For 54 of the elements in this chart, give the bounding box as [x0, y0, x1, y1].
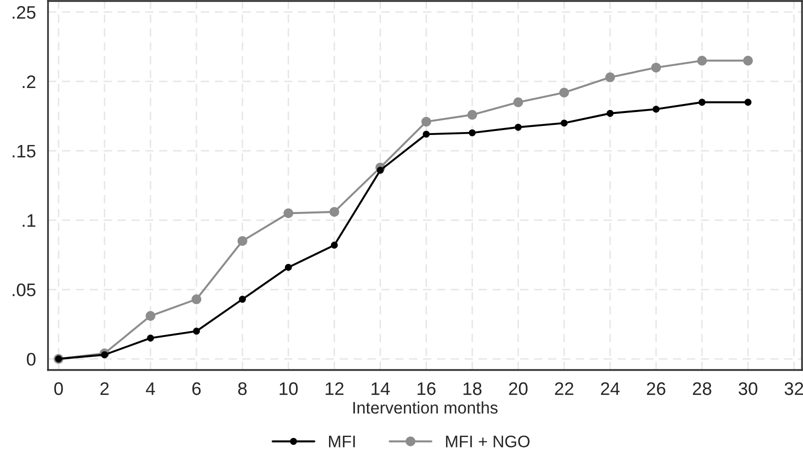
point — [605, 72, 615, 82]
x-tick-label: 18 — [464, 382, 482, 396]
x-tick-label: 28 — [692, 382, 712, 396]
point — [422, 130, 430, 138]
point — [560, 120, 568, 127]
point — [330, 242, 338, 249]
point — [743, 56, 753, 66]
point — [697, 56, 707, 66]
x-tick-label: 14 — [372, 382, 390, 395]
point — [147, 334, 154, 342]
point — [101, 351, 108, 358]
x-tick-label: 8 — [238, 382, 247, 396]
point — [744, 98, 752, 106]
point — [651, 62, 661, 72]
y-tick-label: .2 — [22, 75, 36, 88]
point — [467, 110, 478, 120]
point — [514, 124, 522, 131]
x-tick-label: 16 — [418, 382, 436, 396]
x-tick-label: 0 — [54, 382, 63, 396]
point — [376, 166, 384, 174]
point — [652, 106, 660, 113]
point — [192, 328, 200, 335]
point — [421, 116, 432, 127]
point — [284, 208, 294, 218]
point — [146, 311, 156, 321]
y-tick-label: .1 — [22, 214, 36, 227]
x-tick-label: 2 — [100, 382, 109, 395]
x-tick-label: 26 — [646, 382, 666, 396]
x-tick-label: 32 — [784, 382, 803, 396]
point — [513, 97, 524, 108]
y-tick-label: .25 — [12, 6, 36, 19]
x-tick-label: 24 — [600, 382, 620, 395]
x-tick-label: 10 — [280, 382, 298, 396]
point — [284, 264, 292, 271]
y-tick-label: .15 — [12, 144, 36, 158]
point — [559, 88, 570, 98]
x-tick-label: 4 — [146, 382, 155, 395]
point — [238, 296, 246, 303]
point — [468, 129, 476, 136]
x-tick-label: 30 — [738, 382, 758, 396]
point — [192, 294, 202, 304]
x-tick-label: 22 — [555, 382, 574, 395]
point — [698, 98, 706, 106]
x-tick-label: 6 — [192, 382, 201, 396]
x-axis-title: Intervention months — [353, 401, 498, 414]
point — [329, 206, 340, 217]
point — [238, 236, 248, 246]
y-tick-label: .05 — [12, 283, 36, 296]
x-tick-label: 12 — [326, 382, 344, 395]
y-tick-label: 0 — [26, 352, 36, 366]
legend-label: MFI + NGO — [446, 436, 530, 448]
legend-label: MFI — [329, 436, 355, 448]
point — [606, 110, 614, 117]
x-tick-label: 20 — [509, 382, 528, 396]
